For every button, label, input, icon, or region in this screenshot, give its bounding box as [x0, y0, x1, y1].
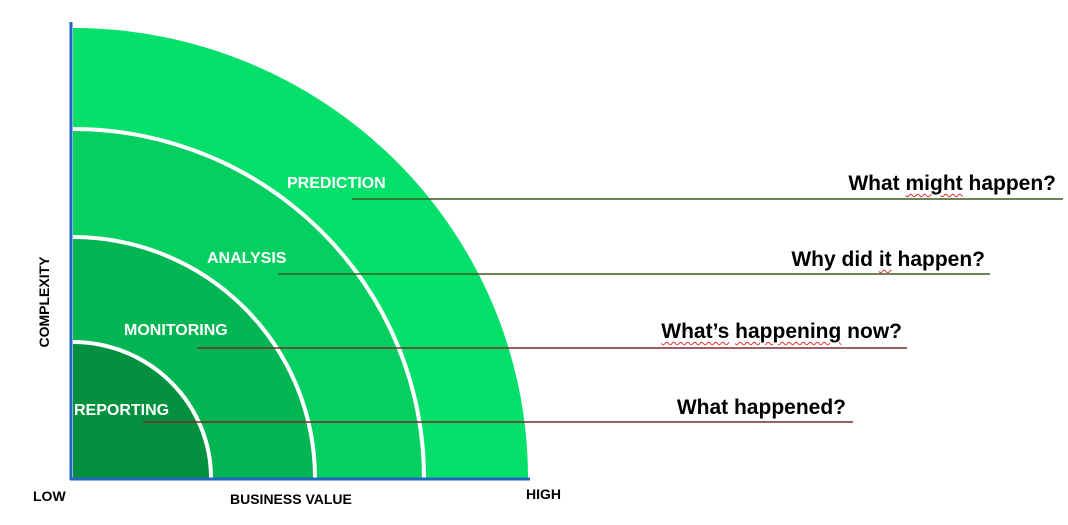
- question-analysis: Why did it happen?: [791, 249, 985, 270]
- band-label-prediction: PREDICTION: [287, 175, 386, 192]
- question-text: happen?: [962, 172, 1056, 195]
- y-axis-label: COMPLEXITY: [36, 256, 52, 348]
- band-label-analysis: ANALYSIS: [207, 250, 287, 267]
- question-text: What: [848, 172, 906, 195]
- question-text: What happened?: [676, 396, 846, 419]
- band-label-reporting: REPORTING: [74, 402, 169, 419]
- question-prediction: What might happen?: [848, 173, 1056, 194]
- question-monitoring: What’s happening now?: [661, 321, 902, 342]
- spellcheck-word: What’s: [661, 320, 730, 343]
- question-text: Why did: [791, 248, 879, 271]
- x-axis-label: BUSINESS VALUE: [230, 491, 352, 507]
- x-axis-high-label: HIGH: [526, 486, 561, 502]
- spellcheck-word: might: [905, 172, 963, 195]
- spellcheck-word: happening: [735, 320, 842, 343]
- band-label-monitoring: MONITORING: [124, 322, 228, 339]
- question-reporting: What happened?: [677, 397, 846, 418]
- x-axis-low-label: LOW: [33, 488, 66, 504]
- spellcheck-word: it: [878, 248, 892, 271]
- question-text: happen?: [891, 248, 985, 271]
- question-text: now?: [841, 320, 902, 343]
- band-reporting: [73, 344, 209, 478]
